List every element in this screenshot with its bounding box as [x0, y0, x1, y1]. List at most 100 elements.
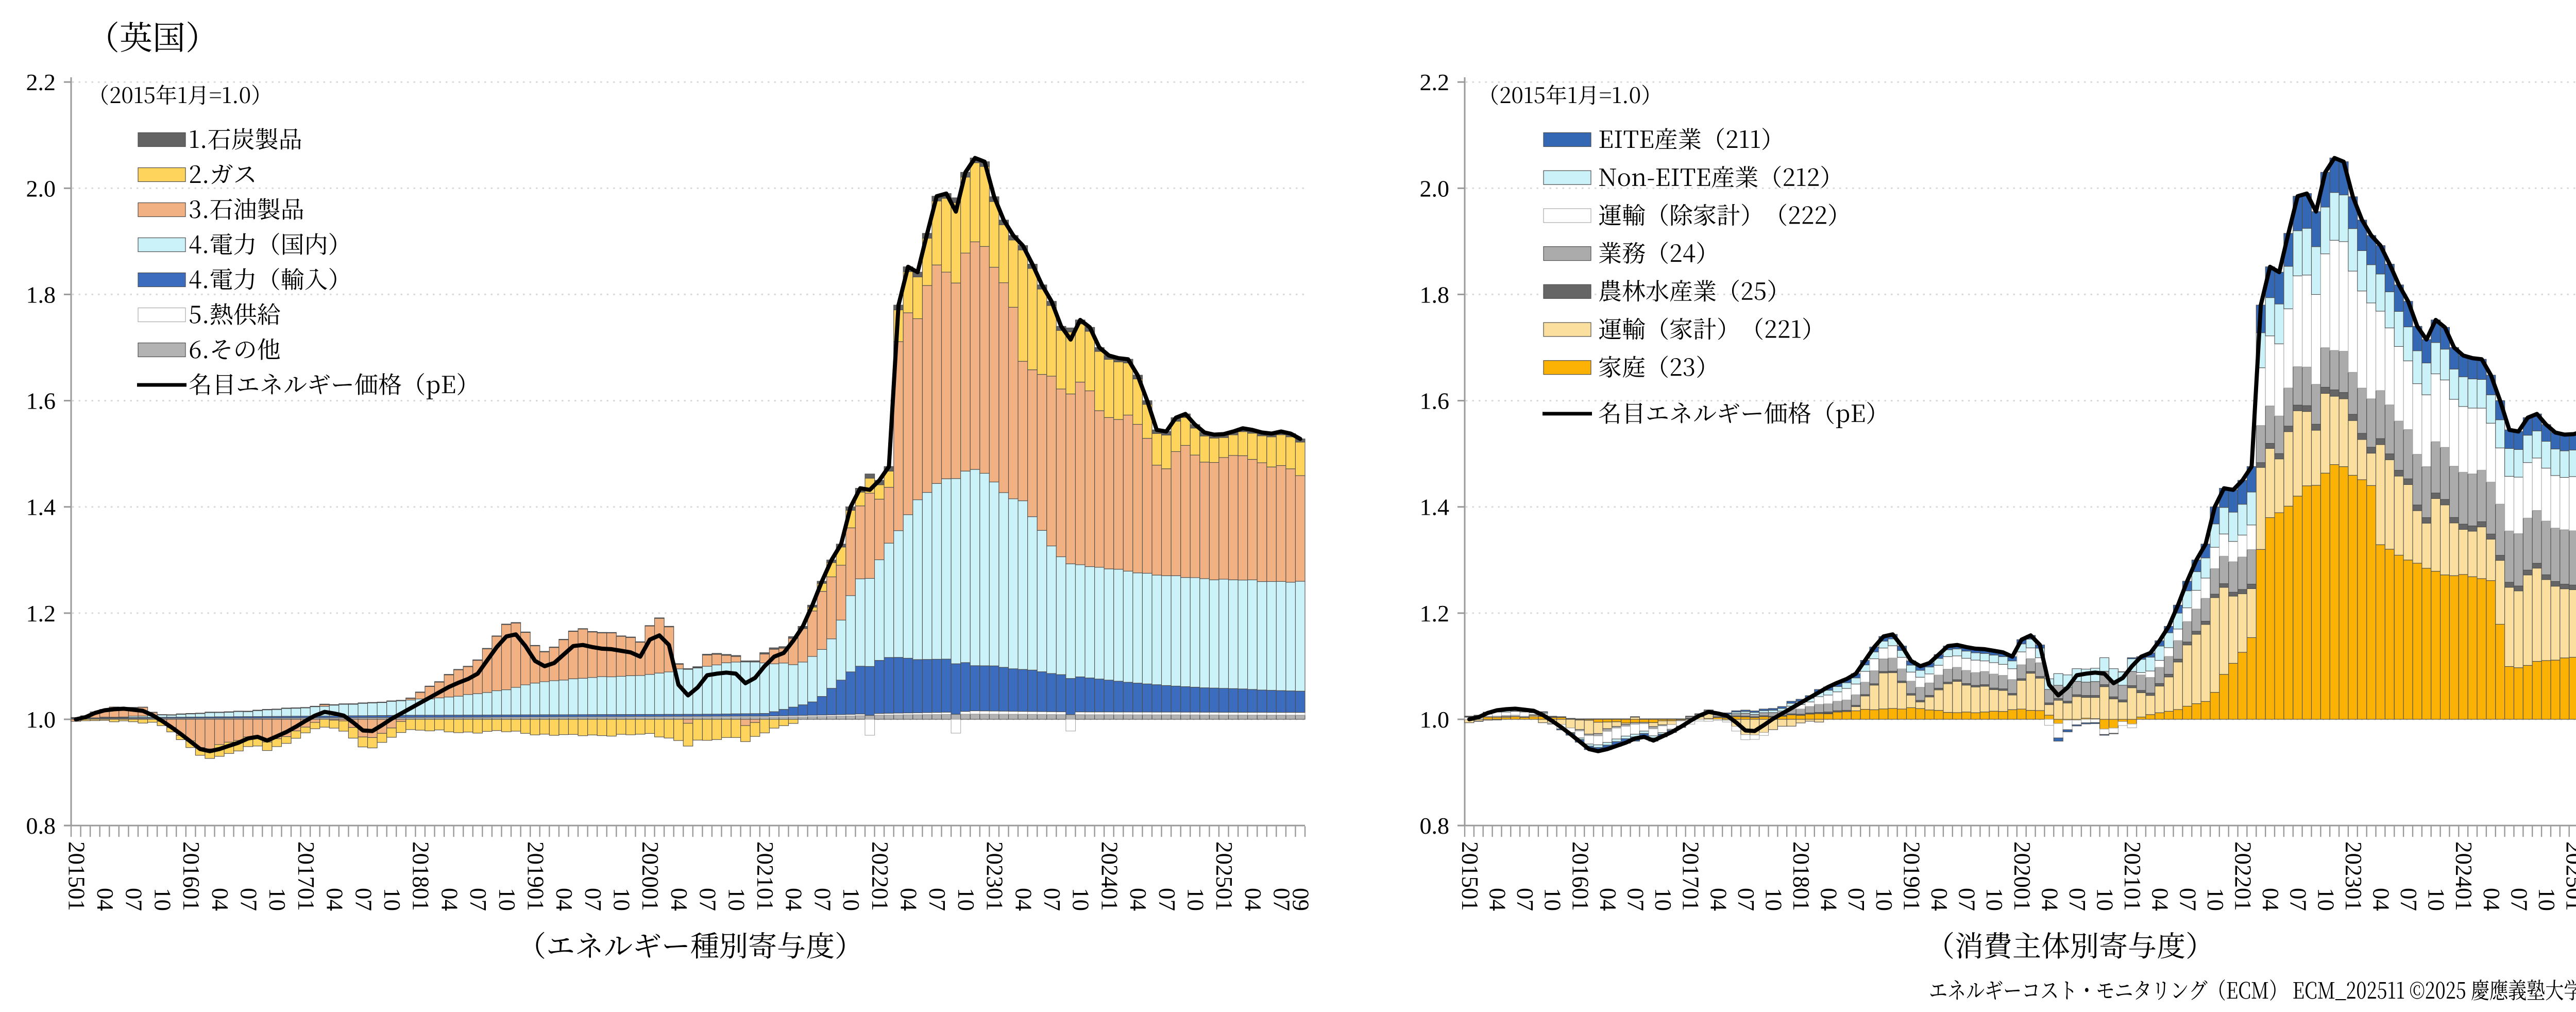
svg-text:201901: 201901: [523, 841, 549, 911]
svg-text:1.2: 1.2: [26, 600, 56, 627]
svg-text:2.2: 2.2: [1420, 69, 1450, 95]
svg-text:1.6: 1.6: [1420, 388, 1450, 414]
svg-text:202301: 202301: [2341, 841, 2366, 911]
svg-text:07: 07: [1269, 888, 1295, 911]
svg-text:201701: 201701: [293, 841, 319, 911]
svg-text:04: 04: [2037, 888, 2062, 911]
svg-text:04: 04: [2479, 888, 2504, 911]
svg-text:202401: 202401: [1096, 841, 1122, 911]
svg-text:1.4: 1.4: [1420, 494, 1450, 520]
svg-text:07: 07: [1039, 888, 1065, 911]
svg-text:07: 07: [1154, 888, 1180, 911]
svg-text:07: 07: [924, 888, 950, 911]
svg-text:04: 04: [1240, 888, 1266, 911]
svg-text:07: 07: [121, 888, 147, 911]
svg-text:202301: 202301: [982, 841, 1008, 911]
svg-text:10: 10: [264, 888, 290, 911]
svg-text:1.2: 1.2: [1420, 600, 1450, 627]
svg-text:10: 10: [2202, 888, 2228, 911]
svg-text:04: 04: [1485, 888, 1511, 911]
svg-text:04: 04: [1926, 888, 1952, 911]
svg-text:10: 10: [1760, 888, 1786, 911]
svg-text:04: 04: [436, 888, 462, 911]
svg-text:07: 07: [2396, 888, 2421, 911]
svg-text:07: 07: [2064, 888, 2090, 911]
svg-text:04: 04: [1125, 888, 1151, 911]
svg-text:201601: 201601: [178, 841, 204, 911]
svg-text:04: 04: [2368, 888, 2394, 911]
svg-text:201601: 201601: [1567, 841, 1593, 911]
svg-text:07: 07: [236, 888, 262, 911]
svg-text:202101: 202101: [2120, 841, 2145, 911]
svg-text:07: 07: [2506, 888, 2532, 911]
svg-text:10: 10: [2424, 888, 2449, 911]
svg-text:202101: 202101: [752, 841, 778, 911]
svg-text:2.0: 2.0: [26, 175, 56, 201]
svg-text:04: 04: [207, 888, 233, 911]
svg-text:04: 04: [1010, 888, 1036, 911]
svg-text:07: 07: [1623, 888, 1649, 911]
svg-text:1.0: 1.0: [1420, 706, 1450, 733]
svg-text:10: 10: [1068, 888, 1094, 911]
svg-text:07: 07: [2285, 888, 2311, 911]
svg-text:1.8: 1.8: [1420, 281, 1450, 308]
svg-text:201801: 201801: [1788, 841, 1814, 911]
svg-text:201501: 201501: [63, 841, 89, 911]
svg-text:10: 10: [1540, 888, 1566, 911]
svg-text:07: 07: [2175, 888, 2200, 911]
svg-text:202001: 202001: [637, 841, 663, 911]
svg-text:07: 07: [809, 888, 835, 911]
svg-text:201701: 201701: [1678, 841, 1704, 911]
svg-text:04: 04: [551, 888, 577, 911]
svg-text:07: 07: [1733, 888, 1759, 911]
svg-text:1.0: 1.0: [26, 706, 56, 733]
svg-text:1.6: 1.6: [26, 388, 56, 414]
svg-text:1.4: 1.4: [26, 494, 56, 520]
svg-text:10: 10: [2092, 888, 2118, 911]
svg-text:07: 07: [1843, 888, 1869, 911]
svg-text:07: 07: [350, 888, 376, 911]
svg-text:07: 07: [1954, 888, 1980, 911]
svg-text:10: 10: [379, 888, 405, 911]
svg-text:10: 10: [723, 888, 749, 911]
svg-text:10: 10: [2313, 888, 2338, 911]
svg-text:201901: 201901: [1899, 841, 1924, 911]
svg-text:201501: 201501: [1457, 841, 1483, 911]
svg-text:0.8: 0.8: [26, 813, 56, 839]
svg-text:10: 10: [838, 888, 864, 911]
svg-text:1.8: 1.8: [26, 281, 56, 308]
svg-text:10: 10: [1183, 888, 1209, 911]
svg-text:10: 10: [2534, 888, 2560, 911]
svg-text:10: 10: [953, 888, 979, 911]
svg-text:10: 10: [1981, 888, 2007, 911]
svg-text:07: 07: [1512, 888, 1538, 911]
svg-text:10: 10: [1871, 888, 1897, 911]
svg-text:04: 04: [896, 888, 922, 911]
svg-text:202201: 202201: [2230, 841, 2256, 911]
svg-text:2.2: 2.2: [26, 69, 56, 95]
svg-text:09: 09: [1288, 888, 1314, 911]
svg-text:07: 07: [580, 888, 606, 911]
svg-text:10: 10: [609, 888, 635, 911]
svg-text:04: 04: [2147, 888, 2173, 911]
svg-text:202401: 202401: [2451, 841, 2477, 911]
svg-text:2.0: 2.0: [1420, 175, 1450, 201]
svg-text:04: 04: [1816, 888, 1842, 911]
svg-text:10: 10: [1650, 888, 1676, 911]
svg-text:07: 07: [695, 888, 721, 911]
svg-text:04: 04: [92, 888, 118, 911]
svg-text:202201: 202201: [867, 841, 893, 911]
svg-text:04: 04: [2258, 888, 2283, 911]
svg-text:202501: 202501: [1211, 841, 1237, 911]
svg-text:10: 10: [494, 888, 520, 911]
svg-text:04: 04: [666, 888, 692, 911]
svg-text:07: 07: [465, 888, 491, 911]
svg-text:04: 04: [1595, 888, 1621, 911]
svg-text:04: 04: [781, 888, 807, 911]
svg-text:202001: 202001: [2009, 841, 2035, 911]
svg-text:0.8: 0.8: [1420, 813, 1450, 839]
svg-text:201801: 201801: [408, 841, 434, 911]
svg-text:202501: 202501: [2562, 841, 2576, 911]
svg-text:10: 10: [149, 888, 175, 911]
svg-text:04: 04: [322, 888, 348, 911]
